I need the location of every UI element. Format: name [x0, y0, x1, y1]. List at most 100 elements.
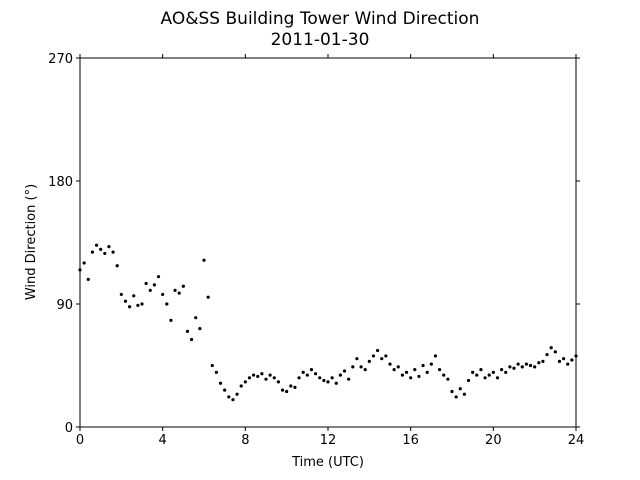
y-tick-label: 270 [48, 52, 73, 67]
point [326, 380, 330, 384]
point [425, 370, 429, 374]
point [504, 370, 508, 374]
point [94, 243, 99, 247]
point [400, 373, 404, 377]
point [475, 373, 479, 377]
point [566, 362, 570, 366]
point [380, 357, 384, 361]
point [557, 359, 562, 363]
point [198, 327, 202, 331]
point [297, 376, 301, 380]
plot-frame [79, 57, 577, 428]
chart-subtitle: 2011-01-30 [271, 30, 370, 50]
point [371, 354, 376, 358]
point [367, 359, 371, 363]
point [479, 368, 483, 372]
point [318, 376, 322, 380]
point [334, 381, 338, 385]
point [210, 363, 214, 368]
point [140, 302, 144, 306]
point [194, 316, 198, 320]
y-tick-label: 180 [48, 175, 73, 190]
point [392, 368, 396, 372]
point [330, 376, 334, 380]
point [107, 245, 111, 249]
point [438, 368, 442, 372]
point [90, 250, 94, 254]
point [78, 268, 82, 272]
point [309, 368, 314, 372]
y-tick-label: 90 [56, 298, 73, 313]
x-tick-label: 4 [159, 433, 167, 448]
point [239, 384, 243, 388]
point [103, 251, 107, 256]
point [512, 366, 516, 370]
point [363, 368, 367, 372]
point [214, 370, 218, 374]
point [156, 275, 161, 279]
point [252, 373, 256, 377]
point [495, 376, 500, 380]
x-tick-label: 16 [402, 433, 419, 448]
point [533, 365, 537, 369]
point [231, 398, 235, 402]
point [413, 368, 417, 372]
chart-title: AO&SS Building Tower Wind Direction [161, 9, 480, 29]
point [280, 388, 285, 392]
point [276, 380, 280, 384]
point [409, 376, 413, 380]
point [508, 365, 512, 369]
point [433, 354, 438, 358]
point [442, 373, 446, 377]
point [128, 305, 132, 309]
point [289, 384, 293, 388]
point [471, 370, 475, 374]
x-tick-label: 8 [241, 433, 249, 448]
point [86, 277, 90, 281]
point [111, 250, 115, 254]
point [574, 354, 578, 358]
point [359, 365, 363, 369]
point [396, 365, 400, 369]
point [136, 303, 140, 307]
point [528, 363, 533, 368]
point [376, 348, 380, 353]
point [169, 318, 173, 322]
point [305, 373, 309, 377]
point [301, 370, 305, 374]
point [115, 264, 119, 268]
point [293, 385, 297, 389]
point [450, 389, 454, 394]
point [404, 370, 409, 374]
point [185, 329, 190, 333]
point [429, 362, 433, 366]
point [541, 359, 545, 363]
point [466, 378, 471, 383]
point [491, 370, 495, 374]
point [148, 288, 152, 292]
x-tick-label: 0 [76, 433, 84, 448]
point [545, 352, 549, 357]
point [132, 294, 136, 298]
point [524, 362, 529, 366]
point [553, 350, 557, 354]
point [520, 365, 524, 369]
point [123, 299, 128, 303]
point [272, 376, 276, 380]
point [165, 302, 169, 306]
point [487, 373, 491, 377]
x-axis-label: Time (UTC) [291, 455, 364, 470]
point [355, 357, 359, 361]
point [462, 392, 466, 396]
point [264, 377, 268, 381]
point [384, 354, 388, 358]
point [342, 369, 347, 373]
point [549, 346, 553, 350]
x-tick-label: 20 [485, 433, 502, 448]
point [119, 292, 123, 297]
point [268, 373, 272, 377]
point [458, 387, 462, 391]
point [256, 374, 260, 379]
point [161, 292, 165, 297]
